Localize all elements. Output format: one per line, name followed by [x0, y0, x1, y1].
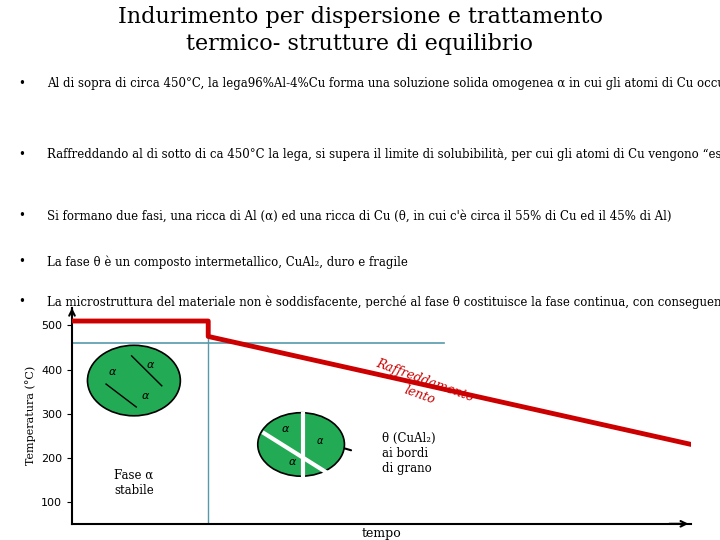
Text: $\alpha$: $\alpha$ — [288, 457, 297, 467]
Text: $\alpha$: $\alpha$ — [109, 367, 117, 377]
Text: $\alpha$: $\alpha$ — [141, 392, 150, 401]
Text: θ (CuAl₂)
ai bordi
di grano: θ (CuAl₂) ai bordi di grano — [382, 432, 435, 475]
Ellipse shape — [258, 413, 344, 476]
Text: Fase α
stabile: Fase α stabile — [114, 469, 154, 497]
Text: $\alpha$: $\alpha$ — [317, 436, 325, 446]
Text: Indurimento per dispersione e trattamento
termico- strutture di equilibrio: Indurimento per dispersione e trattament… — [117, 6, 603, 55]
Y-axis label: Temperatura (°C): Temperatura (°C) — [24, 366, 35, 465]
Text: •: • — [18, 77, 25, 90]
Ellipse shape — [88, 345, 180, 416]
Text: $\alpha$: $\alpha$ — [145, 360, 155, 370]
Text: •: • — [18, 210, 25, 222]
X-axis label: tempo: tempo — [361, 526, 402, 539]
Text: $\alpha$: $\alpha$ — [282, 423, 290, 434]
Text: Raffreddando al di sotto di ca 450°C la lega, si supera il limite di solubibilit: Raffreddando al di sotto di ca 450°C la … — [47, 148, 720, 161]
Text: La fase θ è un composto intermetallico, CuAl₂, duro e fragile: La fase θ è un composto intermetallico, … — [47, 255, 408, 269]
Text: Raffreddamento
lento: Raffreddamento lento — [369, 357, 475, 419]
Text: •: • — [18, 295, 25, 308]
Text: Al di sopra di circa 450°C, la lega96%Al-4%Cu forma una soluzione solida omogene: Al di sopra di circa 450°C, la lega96%Al… — [47, 77, 720, 90]
Text: •: • — [18, 148, 25, 161]
Text: La microstruttura del materiale non è soddisfacente, perché al fase θ costituisc: La microstruttura del materiale non è so… — [47, 295, 720, 309]
Text: •: • — [18, 255, 25, 268]
Text: Si formano due fasi, una ricca di Al (α) ed una ricca di Cu (θ, in cui c'è circa: Si formano due fasi, una ricca di Al (α)… — [47, 210, 671, 222]
